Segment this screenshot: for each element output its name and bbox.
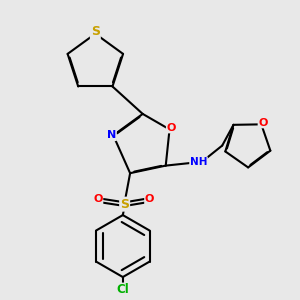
Text: O: O	[258, 118, 268, 128]
Text: O: O	[93, 194, 103, 204]
Text: S: S	[91, 26, 100, 38]
Text: Cl: Cl	[116, 283, 129, 296]
Text: N: N	[107, 130, 116, 140]
Text: S: S	[120, 198, 129, 211]
Text: O: O	[167, 123, 176, 133]
Text: O: O	[145, 194, 154, 204]
Text: NH: NH	[190, 157, 207, 167]
